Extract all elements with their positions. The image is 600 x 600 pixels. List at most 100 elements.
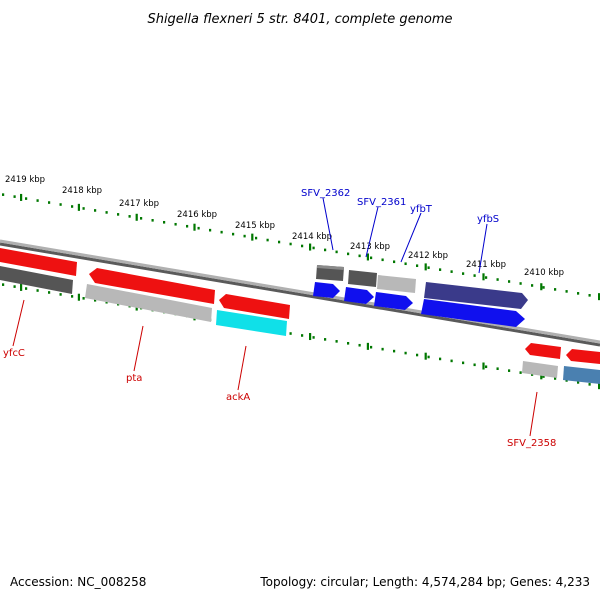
gene-sfv2362-blue[interactable] <box>313 282 340 298</box>
lower-scale-dot <box>565 379 568 382</box>
lower-scale-dot <box>335 340 338 343</box>
lower-scale-dot <box>439 357 442 361</box>
tick-label-2412: 2412 kbp <box>408 251 448 261</box>
upper-scale-dot <box>542 286 545 289</box>
tick-label-2416: 2416 kbp <box>177 210 217 220</box>
gene-yfbs-blue[interactable] <box>421 299 525 327</box>
lower-scale-dot <box>473 363 476 367</box>
upper-scale-major-tick <box>135 213 138 221</box>
gene-sfv2358-red[interactable] <box>525 343 561 359</box>
upper-scale-dot <box>163 220 166 224</box>
lower-scale-dot <box>36 289 39 292</box>
lower-scale-dot <box>71 295 74 298</box>
upper-scale-dot <box>255 236 258 240</box>
upper-scale <box>2 193 600 301</box>
lower-scale-dot <box>25 287 28 290</box>
gene-next-red[interactable] <box>566 349 600 364</box>
gene-label-sfv2358[interactable]: SFV_2358 <box>507 438 556 449</box>
lower-scale-dot <box>289 332 292 335</box>
lower-scale-dot <box>508 369 511 372</box>
upper-scale-dot <box>82 207 85 210</box>
gene-yfbt-blue[interactable] <box>374 292 413 310</box>
lower-scale-dot <box>427 355 430 359</box>
gene-label-yfbt[interactable]: yfbT <box>410 204 433 215</box>
lower-scale-dot <box>588 383 591 386</box>
gene-label-yfcc[interactable]: yfcC <box>3 348 25 359</box>
gene-label-sfv2362[interactable]: SFV_2362 <box>301 188 350 199</box>
upper-scale-dot <box>232 232 235 236</box>
upper-scale-dot <box>312 246 315 250</box>
upper-scale-dot <box>2 193 5 196</box>
upper-scale-dot <box>485 276 488 279</box>
upper-scale-dot <box>25 197 28 200</box>
forward-strand-genes <box>313 265 528 327</box>
lower-scale-dot <box>324 338 327 341</box>
upper-scale-dot <box>13 195 16 198</box>
upper-scale-dot <box>496 278 499 281</box>
accession-text: Accession: NC_008258 <box>10 575 147 589</box>
upper-scale-dot <box>473 274 476 277</box>
upper-scale-dot <box>519 282 522 285</box>
upper-scale-dot <box>554 288 557 291</box>
leader-yfbs <box>478 223 488 274</box>
gene-pta-lightgray[interactable] <box>85 284 212 322</box>
upper-scale-dot <box>508 280 511 283</box>
gene-pta-red[interactable] <box>89 268 215 304</box>
gene-acka-red[interactable] <box>219 294 290 319</box>
gene-yfbs-darkblue[interactable] <box>424 282 528 309</box>
gene-labels: SFV_2362 SFV_2361 yfbT yfbS yfcC pta ack… <box>3 188 556 449</box>
lower-scale-dot <box>301 334 304 337</box>
gene-label-acka[interactable]: ackA <box>226 392 250 403</box>
upper-scale-dot <box>301 244 304 248</box>
lower-scale-major-tick <box>366 342 369 350</box>
upper-scale-dot <box>565 290 568 293</box>
gene-sfv2358-lightgray[interactable] <box>522 361 558 378</box>
gene-acka-cyan[interactable] <box>216 310 287 336</box>
upper-scale-dot <box>462 272 465 275</box>
lower-scale-dot <box>370 345 373 349</box>
lower-scale-major-tick <box>598 382 600 390</box>
lower-scale-dot <box>416 353 419 357</box>
gene-label-leaders <box>12 197 538 437</box>
upper-scale-dot <box>243 234 246 238</box>
upper-scale-dot <box>140 217 143 220</box>
lower-scale-dot <box>105 300 108 304</box>
lower-scale-dot <box>312 336 315 339</box>
leader-sfv2361 <box>365 206 379 258</box>
lower-scale-dot <box>82 297 85 300</box>
gene-sfv2361-gray[interactable] <box>348 270 377 287</box>
gene-yfcc-darkgray[interactable] <box>0 266 73 294</box>
tick-label-2415: 2415 kbp <box>235 221 275 231</box>
lower-scale-dot <box>519 371 522 374</box>
reverse-strand-genes <box>0 248 600 384</box>
lower-scale-dot <box>531 373 534 376</box>
upper-scale-dot <box>427 266 430 269</box>
map-title: Shigella flexneri 5 str. 8401, complete … <box>147 12 452 27</box>
upper-scale-dot <box>59 203 62 206</box>
leader-pta <box>133 325 144 372</box>
upper-scale-dot <box>404 262 407 266</box>
lower-scale-major-tick <box>309 333 312 341</box>
upper-scale-dot <box>186 224 189 228</box>
upper-scale-major-tick <box>193 223 196 231</box>
upper-scale-major-tick <box>251 233 254 241</box>
gene-yfcc-red[interactable] <box>0 248 77 276</box>
leader-yfbt <box>400 212 422 263</box>
lower-scale-dot <box>577 381 580 384</box>
lower-scale-dot <box>450 359 453 363</box>
lower-scale-dot <box>381 347 384 351</box>
gene-label-yfbs[interactable]: yfbS <box>477 214 499 225</box>
tick-label-2411: 2411 kbp <box>466 260 506 270</box>
gene-next-steelblue[interactable] <box>563 366 600 384</box>
gene-sfv2361-lightgray[interactable] <box>377 275 416 293</box>
upper-scale-dot <box>220 230 223 234</box>
gene-sfv2361-blue[interactable] <box>344 287 374 304</box>
genome-backbone <box>0 239 600 344</box>
leader-sfv2358 <box>529 391 538 437</box>
lower-scale-dot <box>358 343 361 347</box>
upper-scale-dot <box>324 248 327 252</box>
gene-label-sfv2361[interactable]: SFV_2361 <box>357 197 406 208</box>
gene-label-pta[interactable]: pta <box>126 373 142 384</box>
upper-scale-dot <box>151 219 154 222</box>
lower-scale-dot <box>554 377 557 380</box>
